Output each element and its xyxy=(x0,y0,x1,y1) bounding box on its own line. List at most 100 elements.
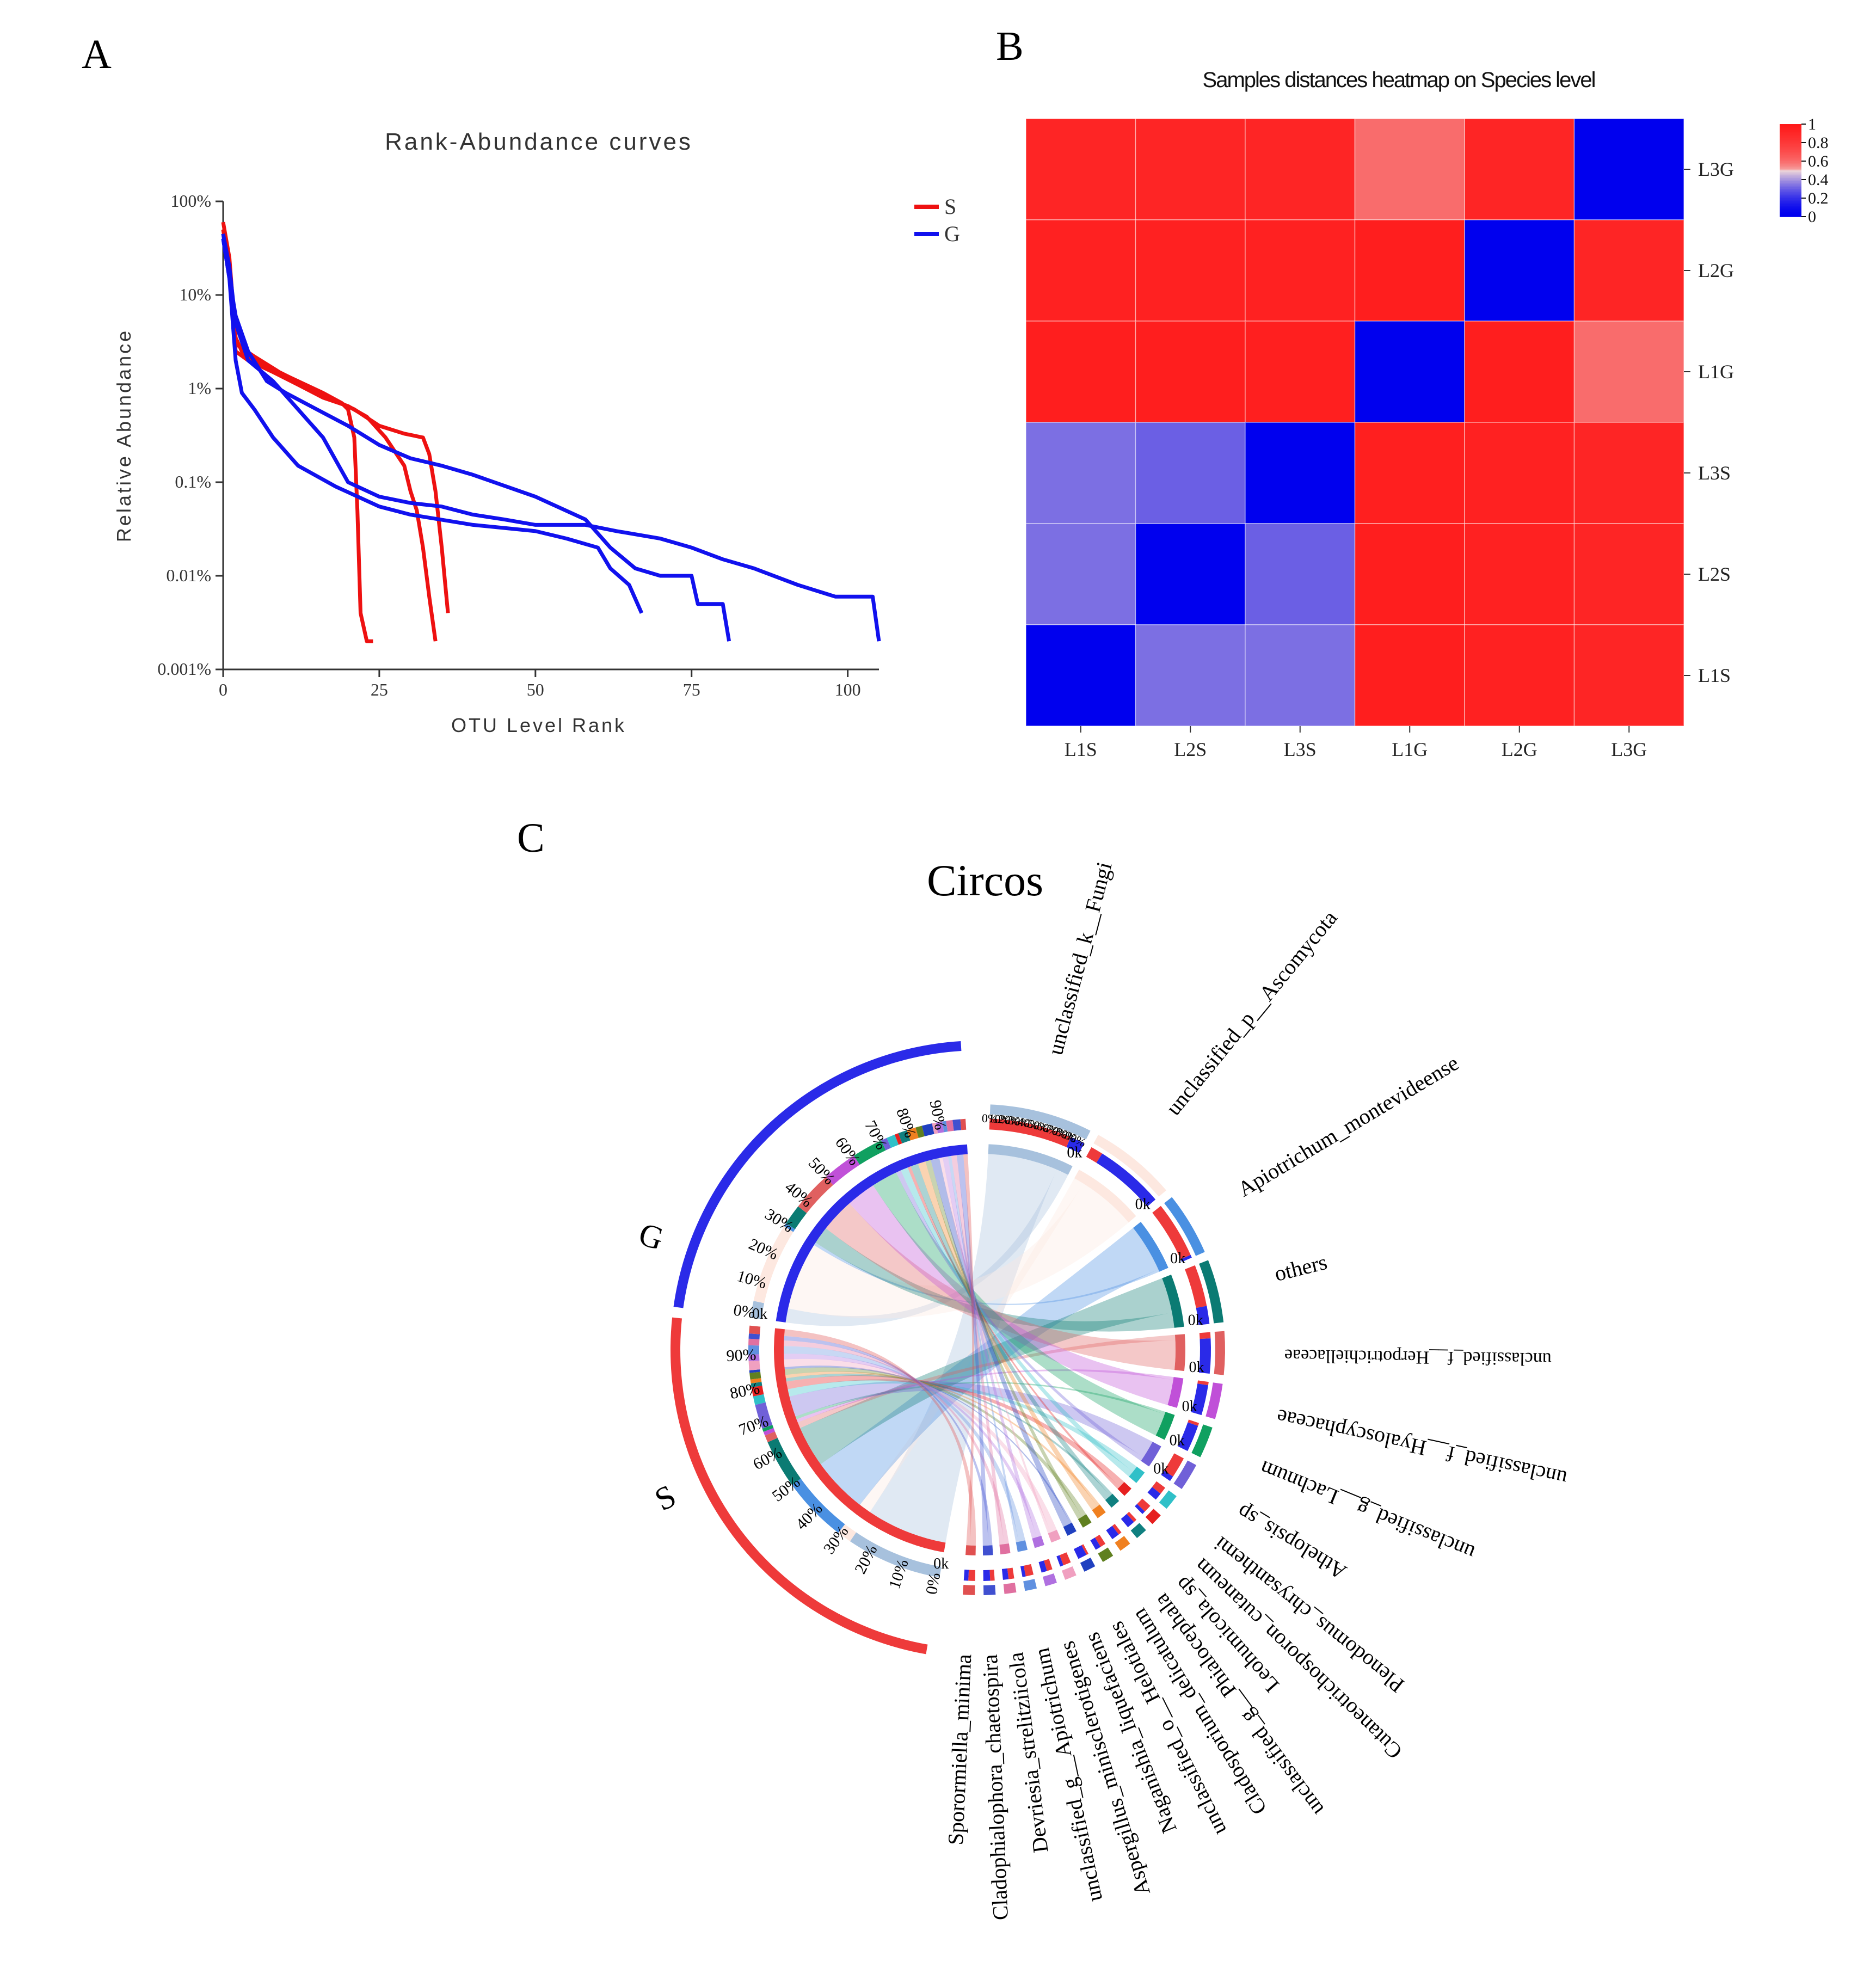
colorbar-step xyxy=(1780,127,1801,130)
taxon-composition-g xyxy=(1090,1537,1101,1550)
taxon-inner-arc xyxy=(1117,1481,1131,1496)
heatmap-cell xyxy=(1464,219,1575,322)
circos-chart: Circos 0%10%20%30%40%50%60%70% 80% 90%0kG0… xyxy=(635,856,1569,1921)
colorbar-label: 1 xyxy=(1808,115,1816,133)
colorbar-label: 0.4 xyxy=(1808,171,1829,189)
colorbar-step xyxy=(1780,132,1801,134)
y-tick-label-a: 1% xyxy=(188,378,211,398)
heatmap-cell xyxy=(1354,523,1465,625)
taxon-composition-g xyxy=(1073,1545,1087,1559)
colorbar-step xyxy=(1780,189,1801,191)
heatmap-labels: L1S L2S L3S L1G L2G L3G L3G L2G L1G L3S L2S L1S xyxy=(1065,158,1734,760)
group-composition-segment xyxy=(915,1125,925,1138)
group-composition-segment xyxy=(749,1325,761,1334)
colorbar-step xyxy=(1780,201,1801,204)
heatmap-cell xyxy=(1135,321,1246,423)
group-composition-segment xyxy=(748,1338,760,1346)
heatmap-row-label: L1S xyxy=(1698,665,1731,686)
heatmap-column-label: L1G xyxy=(1392,739,1428,760)
taxon-composition-s xyxy=(1188,1419,1200,1426)
taxon-label: unclassified_f__Herpotrichiellaceae xyxy=(1284,1345,1552,1369)
taxon-outer-arc xyxy=(1098,1547,1114,1563)
taxon-percent-label: 0% xyxy=(981,1111,998,1125)
heatmap-row-label: L1G xyxy=(1698,361,1734,383)
x-tick-label-a: 100 xyxy=(835,680,861,699)
group-composition-segment xyxy=(755,1402,773,1429)
taxon-composition-g xyxy=(1178,1422,1198,1451)
taxon-inner-arc xyxy=(982,1545,993,1555)
taxon-composition-g xyxy=(1106,1526,1119,1540)
taxon-composition-s xyxy=(968,1570,976,1581)
heatmap-column-label: L3G xyxy=(1611,739,1647,760)
panel-letter-b: B xyxy=(996,23,1024,69)
legend-a: SG xyxy=(914,194,960,246)
chord-ribbon xyxy=(860,1178,1084,1512)
tick-label-G: 0k xyxy=(752,1306,767,1323)
group-composition-segment xyxy=(749,1369,761,1373)
colorbar-step xyxy=(1780,149,1801,151)
heatmap-cell xyxy=(1573,523,1684,625)
colorbar-step xyxy=(1780,213,1801,216)
heatmap-cell xyxy=(1464,624,1575,727)
taxon-outer-arc xyxy=(1173,1460,1197,1489)
taxon-composition-s xyxy=(1043,1559,1053,1571)
heatmap-cell xyxy=(1135,624,1246,727)
group-composition-segment xyxy=(751,1301,765,1319)
colorbar-step xyxy=(1780,171,1801,174)
colorbar-step xyxy=(1780,139,1801,142)
taxon-composition-s xyxy=(1199,1332,1211,1339)
colorbar-step xyxy=(1780,124,1801,126)
taxon-composition-g xyxy=(1066,1137,1084,1153)
group-composition-segment xyxy=(881,1137,891,1151)
series-line-S xyxy=(221,233,450,613)
colorbar-step xyxy=(1780,199,1801,202)
taxon-composition-s xyxy=(1127,1511,1137,1522)
taxon-composition-s xyxy=(1086,1147,1103,1163)
group-composition-segment xyxy=(763,1428,775,1436)
taxon-composition-g xyxy=(1001,1568,1009,1580)
taxon-outer-arc xyxy=(1130,1523,1146,1539)
chord-ribbon xyxy=(963,1154,975,1546)
heatmap-cell xyxy=(1135,118,1246,220)
heatmap-cell xyxy=(1464,422,1575,524)
colorbar-step xyxy=(1780,136,1801,139)
heatmap-cell xyxy=(1245,321,1356,423)
taxon-composition-s xyxy=(1023,1564,1034,1577)
heatmap-cell xyxy=(1245,523,1356,625)
colorbar-step xyxy=(1780,167,1801,169)
colorbar-step xyxy=(1780,208,1801,211)
heatmap-cell xyxy=(1245,118,1356,220)
taxon-composition-g xyxy=(1135,1504,1145,1514)
group-composition-segment xyxy=(753,1226,794,1303)
heatmap-cell xyxy=(1245,219,1356,322)
heatmap-cell xyxy=(1573,422,1684,524)
heatmap-column-label: L2S xyxy=(1174,739,1207,760)
taxon-inner-arc xyxy=(1048,1529,1061,1543)
taxon-percent-label: 10% xyxy=(988,1111,1011,1127)
taxon-composition-g xyxy=(1056,1555,1063,1567)
heatmap-cell xyxy=(1025,219,1136,322)
taxon-composition-g xyxy=(1161,1471,1173,1481)
taxon-composition-s xyxy=(1007,1567,1014,1579)
taxon-inner-arc xyxy=(1133,1221,1168,1272)
taxon-outer-arc xyxy=(1159,1490,1177,1509)
taxon-outer-arc xyxy=(1214,1331,1225,1375)
taxon-composition-g xyxy=(1038,1560,1047,1573)
chord-ribbon xyxy=(788,1183,1129,1319)
heatmap-cell xyxy=(1135,422,1246,524)
chord-ribbon xyxy=(942,1156,1037,1539)
colorbar-step xyxy=(1780,212,1801,214)
heatmap-cell xyxy=(1135,523,1246,625)
colorbar-step xyxy=(1780,164,1801,167)
group-composition-segment xyxy=(798,1177,833,1213)
taxon-composition-s xyxy=(1164,1453,1184,1477)
taxon-inner-arc xyxy=(1174,1334,1185,1371)
group-composition-segment xyxy=(765,1431,778,1442)
taxon-outer-arc xyxy=(1115,1536,1130,1551)
group-composition-segment xyxy=(936,1121,944,1134)
taxon-tick-label: 0k xyxy=(1170,1250,1185,1267)
chord-ribbon xyxy=(800,1278,1172,1465)
heatmap-column-label: L3S xyxy=(1284,739,1317,760)
colorbar-step xyxy=(1780,202,1801,205)
heatmap-cell xyxy=(1135,219,1246,322)
